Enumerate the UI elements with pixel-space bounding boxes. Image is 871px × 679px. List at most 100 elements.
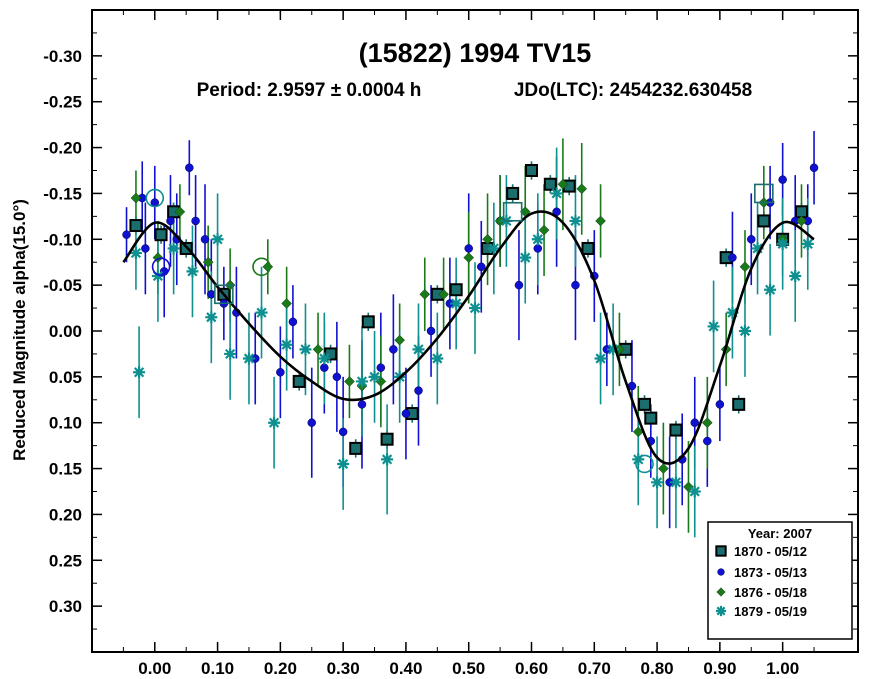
point-1873-circle bbox=[728, 253, 737, 262]
point-1876-diamond bbox=[557, 178, 569, 190]
point-1873-circle bbox=[166, 216, 175, 226]
x-tick-label: 0.00 bbox=[138, 659, 171, 678]
point-1870-square bbox=[669, 423, 683, 437]
point-1879-asterisk bbox=[531, 233, 544, 246]
point-1879-asterisk bbox=[337, 457, 350, 470]
highlight-open-square bbox=[502, 201, 523, 222]
point-1879-asterisk bbox=[688, 485, 701, 498]
point-1873-circle bbox=[357, 400, 367, 409]
point-1876-diamond bbox=[394, 334, 406, 346]
point-1873-circle bbox=[288, 317, 298, 327]
point-1873-circle bbox=[477, 262, 486, 272]
point-1879-asterisk bbox=[186, 265, 199, 278]
y-tick-label: 0.10 bbox=[49, 414, 82, 433]
highlighted-markers bbox=[145, 183, 774, 474]
point-1873-circle bbox=[533, 244, 543, 253]
point-1879-asterisk bbox=[669, 476, 682, 489]
highlight-open-square bbox=[214, 284, 234, 305]
data-markers bbox=[122, 163, 819, 498]
point-1873-circle bbox=[389, 345, 398, 354]
x-tick-label: 0.40 bbox=[389, 659, 422, 678]
point-1873-circle bbox=[307, 418, 317, 427]
y-tick-label: 0.30 bbox=[49, 597, 82, 616]
point-1876-diamond bbox=[576, 183, 588, 195]
legend-symbol-diamond bbox=[716, 587, 726, 597]
point-1873-circle bbox=[571, 280, 580, 290]
axis-tick-labels: 0.00 0.10 0.20 0.30 0.40 0.50 0.60 0.70 0.80 0.90… bbox=[43, 47, 799, 678]
point-1879-asterisk bbox=[151, 269, 164, 282]
legend-symbol-asterisk bbox=[715, 605, 727, 617]
point-1879-asterisk bbox=[133, 366, 146, 379]
point-1879-asterisk bbox=[707, 320, 720, 333]
point-1870-square bbox=[757, 214, 771, 228]
point-1879-asterisk bbox=[469, 302, 481, 315]
x-tick-label: 0.50 bbox=[452, 659, 485, 678]
legend-entry-1876: 1876 - 05/18 bbox=[734, 585, 807, 600]
point-1879-asterisk bbox=[550, 187, 563, 200]
y-tick-label: 0.20 bbox=[49, 505, 82, 524]
point-1873-circle bbox=[426, 326, 436, 336]
y-tick-label: -0.10 bbox=[43, 230, 82, 249]
fit-curve-group bbox=[122, 210, 815, 465]
point-1879-asterisk bbox=[280, 338, 293, 351]
point-1876-diamond bbox=[281, 298, 292, 309]
point-1879-asterisk bbox=[789, 269, 802, 282]
point-1873-circle bbox=[703, 436, 712, 446]
point-1870-square bbox=[581, 241, 595, 255]
fit-curve-line bbox=[122, 210, 815, 465]
highlight-open-circle bbox=[145, 188, 165, 208]
x-tick-label: 0.10 bbox=[201, 659, 234, 678]
point-1879-asterisk bbox=[381, 453, 394, 466]
x-tick-label: 0.90 bbox=[703, 659, 736, 678]
point-1870-square bbox=[380, 432, 394, 446]
point-1876-diamond bbox=[438, 288, 449, 300]
point-1879-asterisk bbox=[751, 242, 764, 255]
y-tick-label: -0.30 bbox=[43, 47, 82, 66]
y-tick-label: 0.25 bbox=[49, 551, 82, 570]
point-1870-square bbox=[129, 219, 143, 233]
point-1873-circle bbox=[191, 216, 200, 226]
point-1873-circle bbox=[747, 235, 756, 244]
chart-title: (15822) 1994 TV15 bbox=[359, 38, 592, 68]
point-1876-diamond bbox=[419, 288, 431, 300]
point-1879-asterisk bbox=[569, 214, 582, 227]
point-1879-asterisk bbox=[431, 352, 444, 365]
legend-box bbox=[707, 521, 853, 640]
point-1873-circle bbox=[338, 427, 348, 437]
x-tick-label: 0.70 bbox=[578, 659, 611, 678]
point-1879-asterisk bbox=[776, 237, 789, 250]
point-1879-asterisk bbox=[268, 416, 281, 429]
point-1873-circle bbox=[200, 235, 210, 244]
point-1876-diamond bbox=[683, 481, 694, 493]
legend-symbols bbox=[715, 545, 727, 617]
point-1879-asterisk bbox=[651, 476, 664, 489]
point-1879-asterisk bbox=[299, 343, 312, 356]
highlight-open-square bbox=[754, 183, 774, 204]
point-1879-asterisk bbox=[607, 343, 620, 356]
y-tick-label: -0.25 bbox=[43, 93, 82, 112]
point-1879-asterisk bbox=[487, 242, 500, 255]
point-1873-circle bbox=[778, 175, 787, 184]
point-1870-square bbox=[638, 397, 652, 411]
axis-ticks bbox=[92, 10, 858, 652]
point-1879-asterisk bbox=[205, 311, 218, 324]
point-1873-circle bbox=[414, 386, 423, 395]
point-1873-circle bbox=[276, 368, 285, 377]
point-1873-circle bbox=[690, 418, 700, 427]
point-1873-circle bbox=[376, 363, 386, 372]
point-1873-circle bbox=[320, 363, 329, 372]
point-1879-asterisk bbox=[167, 242, 180, 255]
y-axis-label: Reduced Magnitude alpha(15.0°) bbox=[10, 199, 29, 461]
point-1870-square bbox=[292, 374, 306, 388]
point-1876-diamond bbox=[130, 192, 142, 204]
point-1879-asterisk bbox=[224, 347, 237, 360]
point-1879-asterisk bbox=[368, 370, 381, 383]
x-tick-label: 0.20 bbox=[264, 659, 297, 678]
point-1879-asterisk bbox=[242, 352, 255, 365]
y-tick-label: -0.15 bbox=[43, 184, 82, 203]
point-1876-diamond bbox=[344, 376, 355, 387]
point-1879-asterisk bbox=[450, 297, 463, 310]
point-1873-circle bbox=[809, 163, 819, 172]
x-tick-label: 0.60 bbox=[515, 659, 548, 678]
legend: Year: 2007 1870 - 05/12 1873 - 05/13 187… bbox=[707, 521, 853, 640]
